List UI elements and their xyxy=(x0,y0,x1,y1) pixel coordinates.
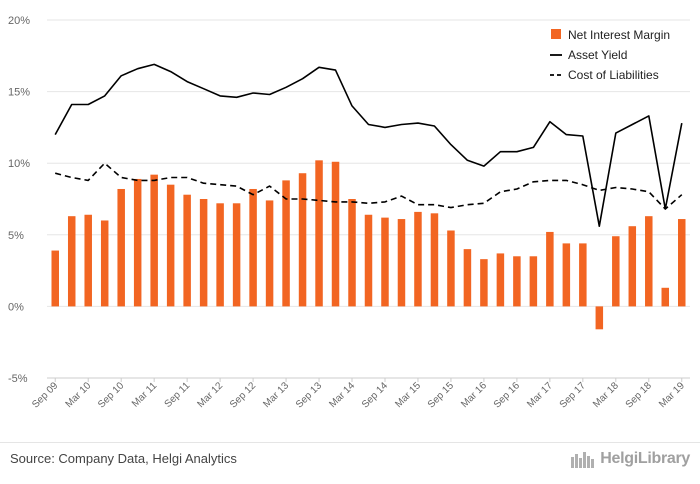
nim-bar xyxy=(282,180,290,307)
y-tick-label: 10% xyxy=(8,158,30,170)
x-tick-label: Mar 19 xyxy=(657,380,687,410)
nim-bar xyxy=(430,213,439,307)
nim-bar xyxy=(562,243,571,307)
x-tick-label: Mar 16 xyxy=(459,380,489,410)
net-interest-margin-bars xyxy=(51,160,686,330)
y-tick-label: 15% xyxy=(8,87,30,99)
legend-label-asset-yield: Asset Yield xyxy=(568,48,627,62)
nim-bar xyxy=(463,249,472,307)
brand-logo: HelgiLibrary xyxy=(570,449,690,469)
x-tick-label: Mar 10 xyxy=(64,380,94,410)
x-tick-label: Mar 12 xyxy=(195,380,225,410)
nim-bar xyxy=(628,226,637,307)
chart: 20%15%10%5%0%-5% Sep 09 Mar 10 Sep 10 Mar 1… xyxy=(8,15,690,411)
nim-bar xyxy=(100,220,109,307)
nim-bar xyxy=(67,216,76,307)
legend-label-cost-of-liabilities: Cost of Liabilities xyxy=(568,68,659,82)
x-tick-label: Mar 13 xyxy=(261,380,291,410)
x-tick-label: Mar 17 xyxy=(525,380,555,410)
x-tick-label: Sep 13 xyxy=(294,380,324,410)
nim-bar xyxy=(381,217,389,307)
x-tick-label: Sep 17 xyxy=(558,380,588,410)
cost-of-liabilities-line xyxy=(54,162,683,210)
asset-yield-line xyxy=(54,63,683,227)
nim-bar xyxy=(331,161,340,307)
nim-bar xyxy=(199,199,208,307)
nim-bar xyxy=(249,188,257,307)
x-tick-label: Mar 11 xyxy=(130,380,160,410)
x-tick-label: Sep 15 xyxy=(426,380,456,410)
x-tick-label: Mar 18 xyxy=(591,380,621,410)
nim-bar xyxy=(265,200,274,307)
x-tick-label: Sep 11 xyxy=(163,380,193,410)
nim-bar xyxy=(529,256,538,307)
nim-bar xyxy=(645,216,653,307)
legend-label-net-interest-margin: Net Interest Margin xyxy=(568,28,670,42)
nim-bar xyxy=(678,219,686,307)
nim-bar xyxy=(364,214,373,307)
nim-bar xyxy=(612,236,620,307)
x-tick-label: Sep 18 xyxy=(624,380,654,410)
x-tick-label: Sep 09 xyxy=(30,380,60,410)
source-note: Source: Company Data, Helgi Analytics xyxy=(10,451,237,466)
legend-swatch-net-interest-margin xyxy=(551,29,561,39)
nim-bar xyxy=(595,306,604,330)
nim-bar xyxy=(315,160,323,307)
nim-bar xyxy=(661,287,670,307)
nim-bar xyxy=(166,184,175,307)
nim-bar xyxy=(133,178,142,307)
nim-bar xyxy=(546,231,554,307)
y-tick-label: 20% xyxy=(8,15,30,27)
x-tick-label: Sep 14 xyxy=(360,380,390,410)
x-tick-label: Sep 12 xyxy=(228,380,258,410)
library-icon xyxy=(571,452,595,468)
y-tick-label: -5% xyxy=(8,373,28,385)
nim-bar xyxy=(579,243,587,307)
x-tick-label: Mar 15 xyxy=(393,380,423,410)
nim-bar xyxy=(150,174,158,307)
nim-bar xyxy=(480,259,488,307)
x-tick-label: Mar 14 xyxy=(327,380,357,410)
y-tick-label: 5% xyxy=(8,230,24,242)
legend: Net Interest Margin Asset Yield Cost of … xyxy=(550,28,670,82)
nim-bar xyxy=(51,250,59,307)
footer: Source: Company Data, Helgi Analytics He… xyxy=(0,442,700,484)
nim-bar xyxy=(414,211,422,307)
nim-bar xyxy=(496,253,505,307)
y-axis-ticks: 20% 15% 10% 5% 0% -5% xyxy=(8,15,30,385)
x-axis-ticks: Sep 09 Mar 10 Sep 10 Mar 11 Sep 11 Mar 12 Sep … xyxy=(30,378,687,411)
nim-bar xyxy=(298,173,307,307)
brand-name: HelgiLibrary xyxy=(600,450,690,467)
nim-bar xyxy=(84,214,92,307)
nim-bar xyxy=(513,256,521,307)
nim-bar xyxy=(447,230,455,307)
y-tick-label: 0% xyxy=(8,301,24,313)
x-tick-label: Sep 10 xyxy=(96,380,126,410)
nim-bar xyxy=(117,188,125,307)
nim-bar xyxy=(183,194,191,307)
nim-bar xyxy=(348,199,356,307)
line-series xyxy=(54,63,683,227)
nim-bar xyxy=(397,219,406,307)
nim-bar xyxy=(216,203,224,307)
nim-bar xyxy=(232,203,241,307)
x-tick-label: Sep 16 xyxy=(492,380,522,410)
